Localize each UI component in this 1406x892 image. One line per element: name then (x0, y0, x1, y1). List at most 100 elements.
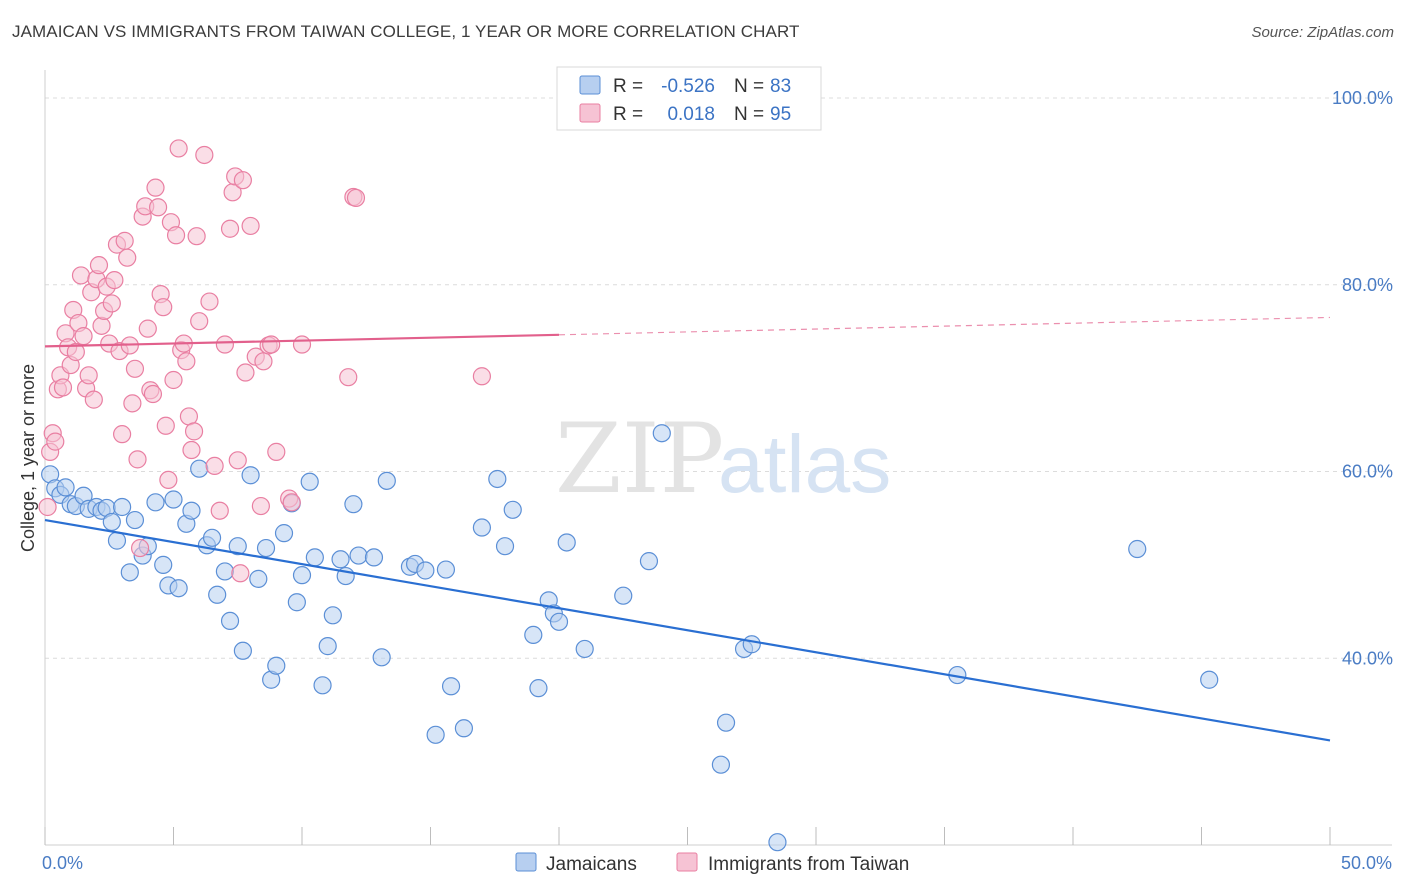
bottom-legend-taiwan: Immigrants from Taiwan (708, 854, 909, 875)
legend-r-label-1: R = (613, 76, 643, 97)
data-point (169, 579, 188, 598)
data-point (112, 425, 132, 444)
legend-n-label-1: N = (734, 76, 764, 97)
data-point (182, 501, 201, 520)
data-point (318, 637, 337, 656)
data-point (164, 370, 183, 390)
data-point (220, 219, 240, 238)
data-point (164, 490, 183, 509)
data-point (228, 451, 247, 470)
trend-line-solid (44, 333, 560, 348)
data-point (159, 470, 178, 490)
data-point (205, 456, 224, 476)
y-tick-label: 60.0% (1342, 462, 1393, 482)
trend-line-dashed (558, 316, 1331, 336)
data-point (614, 586, 633, 605)
data-point (313, 676, 332, 695)
data-point (256, 538, 276, 558)
data-point (166, 226, 186, 245)
data-point (503, 500, 522, 519)
trend-lines (44, 316, 1331, 742)
data-point (323, 606, 342, 625)
data-point (56, 478, 75, 497)
data-point (138, 319, 157, 338)
data-point (182, 440, 201, 460)
data-point (195, 145, 214, 165)
y-tick-label: 100.0% (1332, 88, 1393, 108)
source-label: Source: ZipAtlas.com (1251, 24, 1394, 41)
legend-r-value-2: 0.018 (667, 104, 715, 125)
data-point (146, 493, 165, 512)
data-point (154, 298, 173, 317)
data-point (241, 216, 260, 236)
data-point (202, 528, 222, 547)
data-point (102, 512, 121, 532)
data-point (84, 390, 103, 409)
data-point (148, 198, 168, 217)
data-point (426, 725, 445, 744)
data-point (364, 548, 384, 567)
data-point (274, 524, 294, 543)
y-axis-label: College, 1 year or more (18, 364, 38, 552)
data-point (66, 342, 85, 362)
data-point (346, 188, 366, 208)
watermark: ZIP atlas (555, 403, 891, 515)
y-tick-label: 80.0% (1342, 275, 1393, 295)
legend-swatch-jamaicans (579, 75, 601, 95)
legend-n-value-2: 95 (770, 104, 791, 125)
data-point (107, 531, 127, 550)
bottom-legend-swatch-taiwan (676, 852, 698, 872)
data-point (349, 546, 368, 565)
data-point (488, 469, 507, 489)
data-point (190, 459, 209, 478)
data-point (92, 316, 111, 335)
data-point (768, 833, 787, 852)
data-point (184, 422, 204, 441)
y-tick-label: 40.0% (1342, 648, 1393, 668)
data-point (231, 564, 250, 583)
watermark-zip: ZIP (555, 403, 724, 515)
x-tick-label-min: 0.0% (42, 853, 83, 873)
bottom-legend: Jamaicans Immigrants from Taiwan (515, 852, 909, 875)
data-point (156, 416, 175, 435)
data-point (549, 612, 569, 631)
grid-lines (45, 97, 1392, 659)
data-point (1200, 670, 1219, 689)
legend-n-value-1: 83 (770, 76, 791, 97)
data-point (53, 378, 73, 397)
data-point (169, 139, 188, 158)
data-point (105, 270, 124, 290)
data-point (143, 384, 163, 404)
data-point (120, 563, 139, 582)
legend-r-value-1: -0.526 (661, 76, 715, 97)
data-point (130, 538, 150, 558)
data-point (377, 471, 396, 490)
data-point (436, 560, 456, 579)
data-point (254, 352, 273, 371)
data-point (236, 363, 255, 382)
data-point (190, 312, 209, 331)
data-point (262, 335, 281, 354)
data-point (529, 679, 548, 698)
x-tick-label-max: 50.0% (1341, 853, 1392, 873)
data-point (282, 493, 301, 512)
top-legend: R = -0.526 N = 83 R = 0.018 N = 95 (556, 66, 822, 131)
data-point (208, 585, 227, 604)
data-point (339, 368, 358, 387)
data-point (454, 719, 474, 738)
data-point (372, 648, 391, 667)
data-point (220, 611, 240, 631)
data-point (472, 518, 491, 537)
data-point (71, 266, 91, 285)
data-point (241, 466, 260, 485)
data-point (115, 231, 134, 250)
data-point (267, 442, 286, 461)
data-point (210, 501, 229, 520)
data-point (292, 566, 312, 585)
data-point (292, 335, 312, 354)
data-point (331, 550, 350, 569)
data-point (233, 641, 252, 660)
data-point (441, 677, 461, 696)
data-point (249, 569, 268, 588)
data-point (287, 593, 306, 612)
